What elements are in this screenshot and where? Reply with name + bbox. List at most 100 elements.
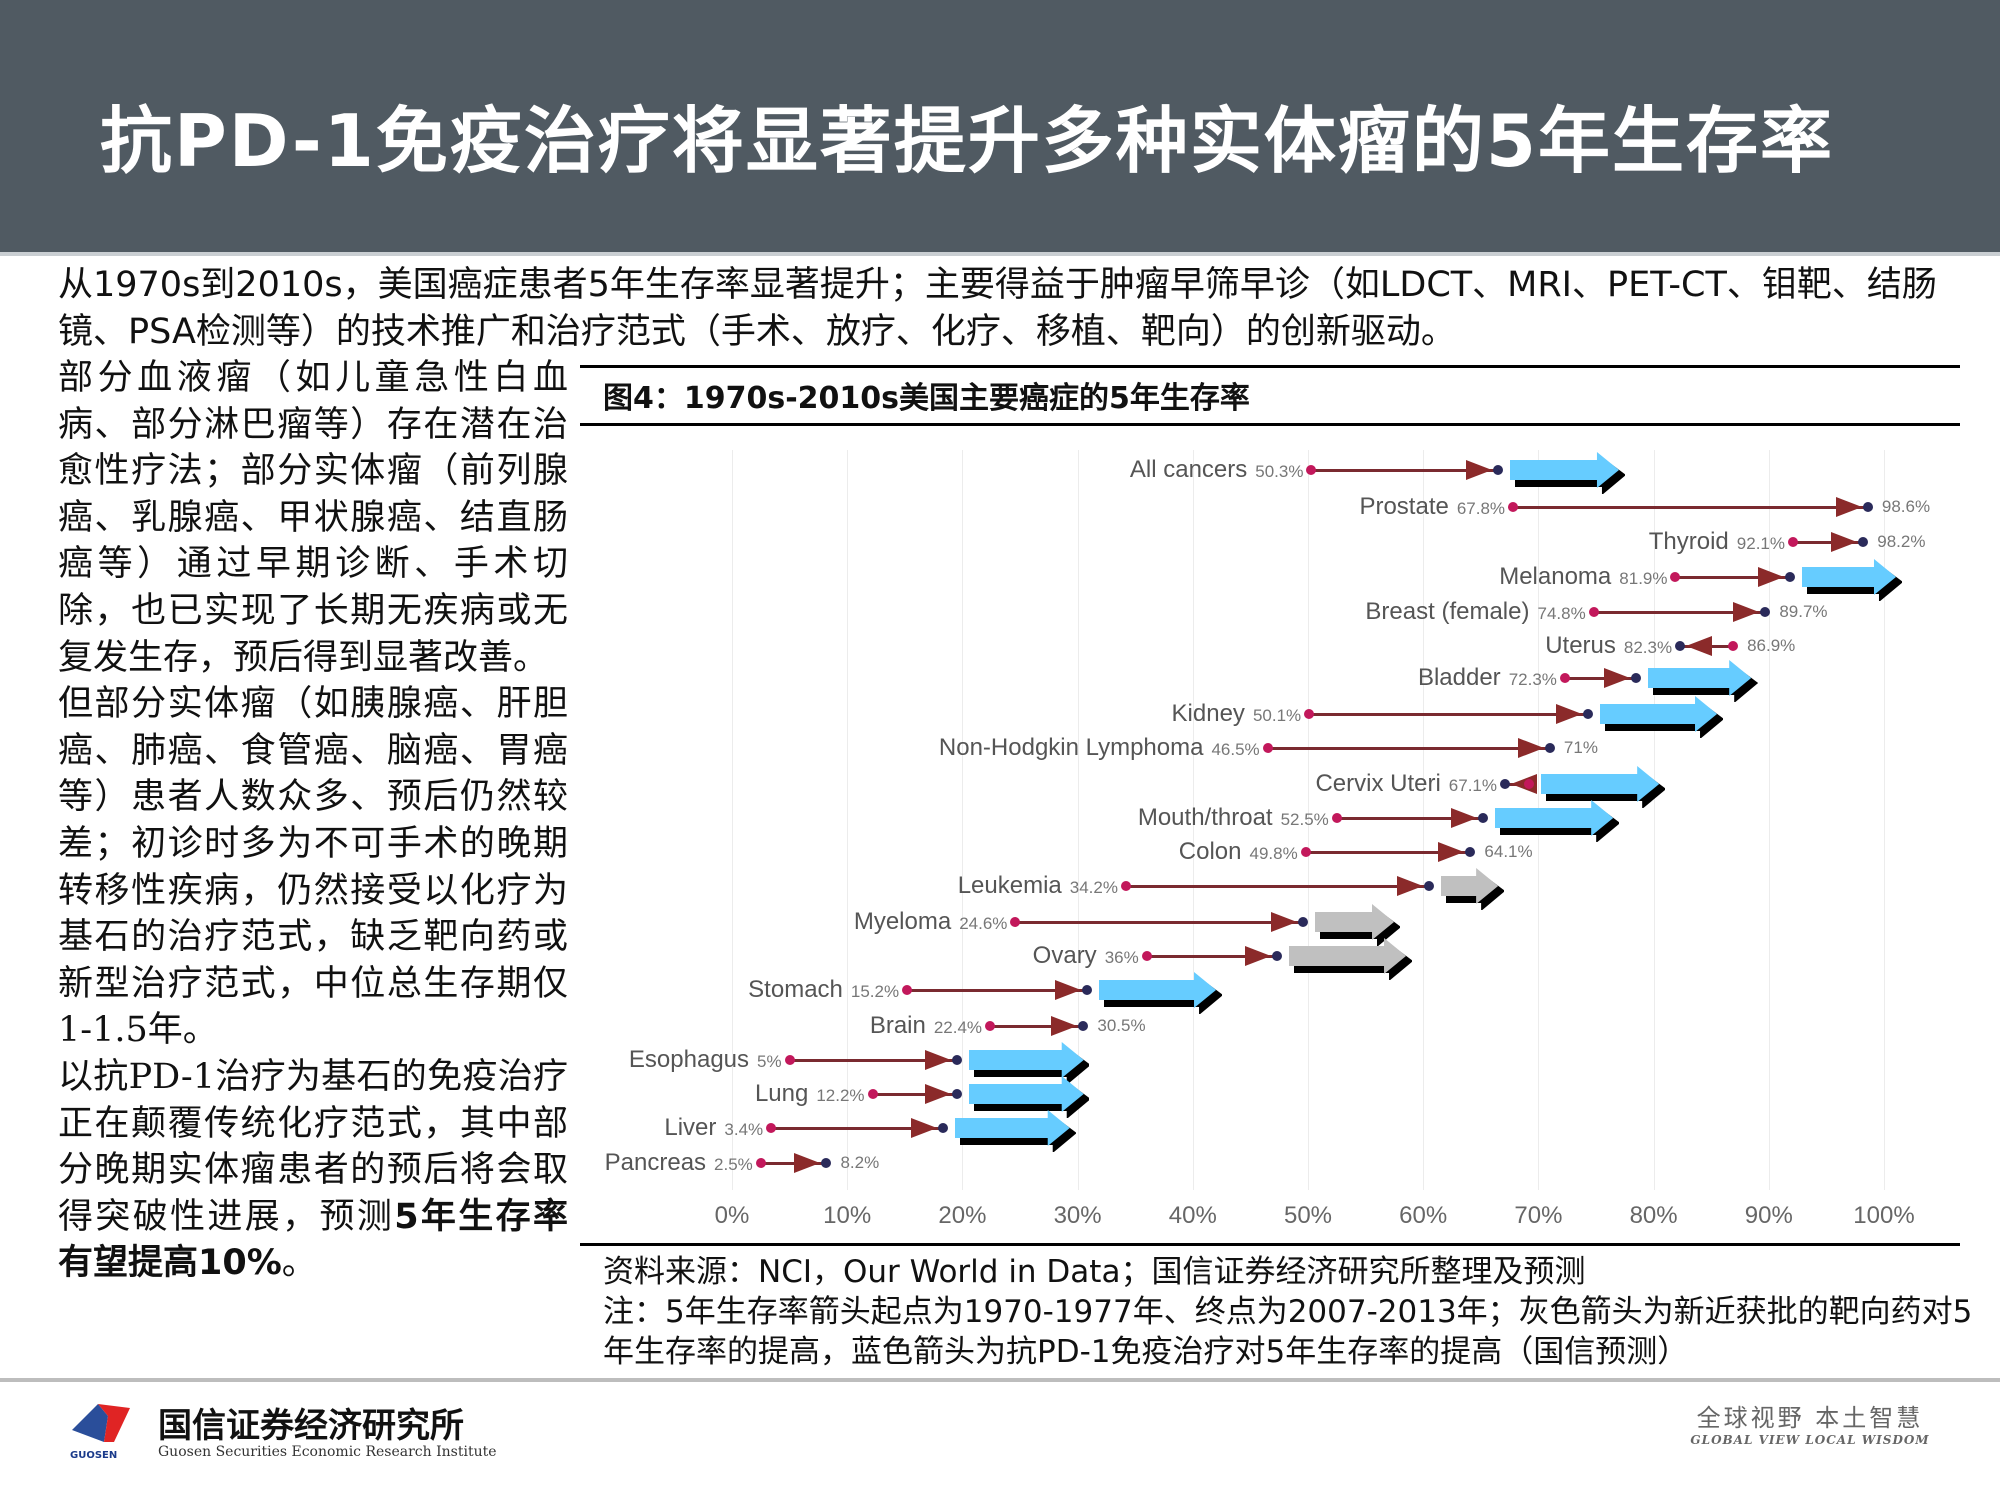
change-line	[789, 1059, 957, 1062]
end-dot	[1298, 917, 1309, 927]
end-dot	[1465, 847, 1476, 857]
start-value: 15.2%	[850, 982, 900, 1001]
chart-row: Breast (female) 74.8% 89.7%	[580, 597, 1960, 627]
start-value: 49.8%	[1249, 844, 1298, 863]
gray-projection-arrow-icon	[1440, 868, 1505, 910]
arrowhead-icon	[1831, 532, 1858, 552]
row-label: Thyroid 92.1%	[1649, 528, 1785, 556]
start-dot	[902, 985, 913, 995]
cancer-name: Kidney	[1171, 700, 1245, 727]
source-text: 资料来源：NCI，Our World in Data；国信证券经济研究所整理及预…	[603, 1254, 1586, 1290]
chart-row: Ovary 36%	[580, 938, 1960, 980]
start-value: 22.4%	[933, 1018, 983, 1037]
slogan: 全球视野 本土智慧 GLOBAL VIEW LOCAL WISDOM	[1680, 1398, 1940, 1447]
gridline	[1308, 450, 1309, 1190]
row-label: Kidney 50.1%	[1172, 700, 1302, 728]
row-label: Esophagus 5%	[629, 1046, 782, 1074]
change-line	[1311, 469, 1499, 472]
start-value: 34.2%	[1069, 878, 1118, 897]
row-label: Stomach 15.2%	[748, 976, 899, 1004]
end-dot	[821, 1158, 832, 1168]
chart-row: Leukemia 34.2%	[580, 868, 1960, 910]
figure-title-rule	[580, 423, 1960, 426]
start-dot	[1728, 641, 1739, 651]
end-dot	[1271, 951, 1282, 961]
change-line	[760, 1162, 827, 1165]
start-value: 50.1%	[1252, 706, 1302, 725]
start-value: 36%	[1104, 948, 1139, 967]
logo-tag: GUOSEN	[70, 1450, 118, 1461]
start-dot	[766, 1123, 777, 1133]
figure-source: 资料来源：NCI，Our World in Data；国信证券经济研究所整理及预…	[603, 1252, 1973, 1372]
blue-projection-arrow-icon	[1599, 696, 1723, 738]
blue-projection-arrow-icon	[968, 1076, 1090, 1118]
row-label: Melanoma 81.9%	[1499, 563, 1667, 591]
start-value: 3.4%	[724, 1120, 764, 1139]
chart-row: Colon 49.8% 64.1%	[580, 837, 1960, 867]
chart-row: Myeloma 24.6%	[580, 904, 1960, 946]
chart-row: Kidney 50.1%	[580, 696, 1960, 738]
end-dot	[1078, 1021, 1089, 1031]
end-dot	[1499, 779, 1510, 789]
arrowhead-icon	[924, 1050, 951, 1070]
end-value: 89.7%	[1779, 602, 1828, 621]
start-value: 12.2%	[816, 1086, 865, 1105]
row-label: Ovary 36%	[1033, 942, 1139, 970]
start-value: 52.5%	[1280, 810, 1329, 829]
gridline	[1423, 450, 1425, 1190]
cancer-name: Pancreas	[604, 1149, 707, 1176]
end-dot	[1582, 709, 1593, 719]
arrowhead-icon	[1555, 704, 1582, 724]
row-label: Cervix Uteri 67.1%	[1315, 770, 1497, 798]
cancer-name: Stomach	[748, 976, 843, 1003]
blue-projection-arrow-icon	[968, 1042, 1090, 1084]
gridline	[1653, 450, 1655, 1190]
chart-row: Stomach 15.2%	[580, 972, 1960, 1014]
figure-bottom-rule	[580, 1243, 1960, 1246]
blue-projection-arrow-icon	[1510, 452, 1626, 494]
row-label: Uterus 82.3%	[1545, 632, 1672, 660]
row-label: Bladder 72.3%	[1418, 664, 1557, 692]
start-dot	[1331, 813, 1342, 823]
blue-projection-arrow-icon	[954, 1110, 1076, 1152]
cancer-name: Myeloma	[853, 908, 952, 935]
chart-row: Melanoma 81.9%	[580, 559, 1960, 601]
start-value-right: 86.9%	[1747, 636, 1796, 655]
change-line	[1675, 576, 1790, 579]
footer-divider	[0, 1378, 2000, 1382]
change-line	[990, 1025, 1084, 1028]
row-label: Leukemia 34.2%	[958, 872, 1118, 900]
cancer-name: All cancers	[1129, 456, 1248, 483]
left-column-text: 部分血液瘤（如儿童急性白血病、部分淋巴瘤等）存在潜在治愈性疗法；部分实体瘤（前列…	[58, 355, 568, 1287]
start-value: 2.5%	[714, 1155, 753, 1174]
end-value: 71%	[1563, 738, 1598, 757]
logo-chinese-name: 国信证券经济研究所	[158, 1406, 464, 1446]
start-dot	[1524, 779, 1535, 789]
x-tick-label: 50%	[1283, 1202, 1333, 1229]
gridline	[732, 450, 733, 1190]
start-dot	[784, 1055, 795, 1065]
cancer-name: Colon	[1178, 838, 1242, 865]
arrowhead-icon	[1835, 497, 1862, 517]
start-value: 50.3%	[1255, 462, 1304, 481]
gridline	[1768, 450, 1770, 1190]
change-line	[1015, 921, 1304, 924]
start-dot	[1010, 917, 1021, 927]
end-value: 8.2%	[840, 1153, 880, 1172]
x-tick-label: 70%	[1514, 1202, 1563, 1229]
start-value: 46.5%	[1211, 740, 1260, 759]
cancer-name: Breast (female)	[1365, 598, 1530, 625]
chart-row: Thyroid 92.1% 98.2%	[580, 527, 1960, 557]
row-label: Colon 49.8%	[1179, 838, 1298, 866]
arrowhead-icon	[1396, 876, 1423, 896]
row-label: All cancers 50.3%	[1130, 456, 1304, 484]
change-line	[1125, 885, 1429, 888]
logo-mark-icon	[72, 1404, 130, 1442]
start-dot	[1141, 951, 1152, 961]
end-value: 64.1%	[1484, 842, 1533, 861]
start-dot	[755, 1158, 766, 1168]
blue-projection-arrow-icon	[1098, 972, 1222, 1014]
end-dot	[1544, 743, 1555, 753]
arrowhead-icon	[1244, 946, 1271, 966]
end-dot	[1493, 465, 1504, 475]
